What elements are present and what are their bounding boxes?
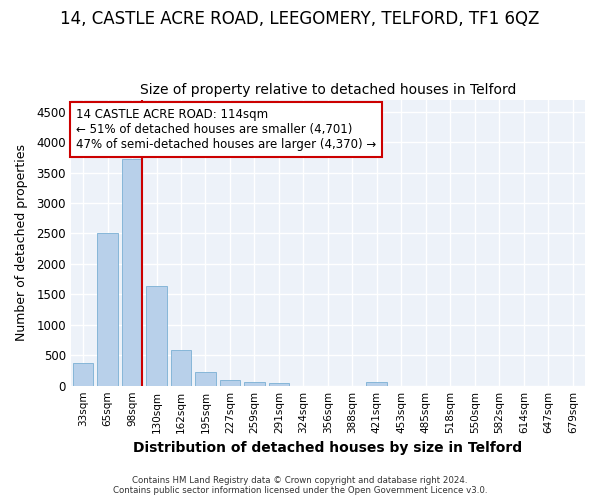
Bar — [195, 372, 216, 386]
Title: Size of property relative to detached houses in Telford: Size of property relative to detached ho… — [140, 83, 516, 97]
Text: 14, CASTLE ACRE ROAD, LEEGOMERY, TELFORD, TF1 6QZ: 14, CASTLE ACRE ROAD, LEEGOMERY, TELFORD… — [61, 10, 539, 28]
Bar — [97, 233, 118, 386]
Bar — [170, 350, 191, 386]
Bar — [122, 159, 142, 386]
Text: Contains HM Land Registry data © Crown copyright and database right 2024.
Contai: Contains HM Land Registry data © Crown c… — [113, 476, 487, 495]
Bar — [367, 382, 387, 386]
Text: 14 CASTLE ACRE ROAD: 114sqm
← 51% of detached houses are smaller (4,701)
47% of : 14 CASTLE ACRE ROAD: 114sqm ← 51% of det… — [76, 108, 376, 151]
Bar — [73, 363, 94, 386]
Bar — [220, 380, 241, 386]
Bar — [244, 382, 265, 386]
Bar — [269, 383, 289, 386]
Y-axis label: Number of detached properties: Number of detached properties — [15, 144, 28, 341]
Bar — [146, 286, 167, 386]
X-axis label: Distribution of detached houses by size in Telford: Distribution of detached houses by size … — [133, 441, 523, 455]
